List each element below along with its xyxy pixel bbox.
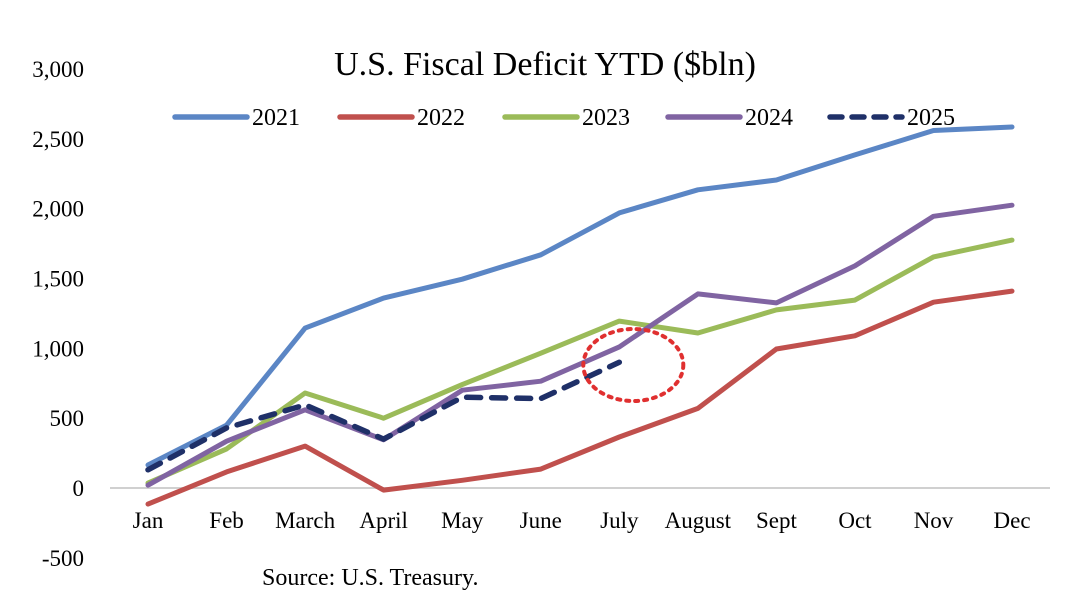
x-tick-label: Jan bbox=[133, 508, 164, 533]
legend-label: 2022 bbox=[417, 105, 465, 131]
legend-label: 2025 bbox=[907, 105, 955, 131]
x-axis: Jan Feb March April May June July August Sept Oct… bbox=[133, 508, 1031, 533]
chart-title: U.S. Fiscal Deficit YTD ($bln) bbox=[334, 46, 756, 83]
x-tick-label: Sept bbox=[756, 508, 798, 533]
x-tick-label: August bbox=[665, 508, 732, 533]
x-tick-label: May bbox=[441, 508, 484, 533]
y-tick-label: 0 bbox=[73, 476, 85, 501]
legend-item-2021: 2021 bbox=[172, 105, 300, 131]
y-tick-label: -500 bbox=[42, 546, 84, 571]
legend-item-2024: 2024 bbox=[665, 105, 793, 131]
y-tick-label: 2,000 bbox=[32, 197, 84, 222]
x-tick-label: April bbox=[359, 508, 408, 533]
legend-item-2023: 2023 bbox=[502, 105, 630, 131]
x-tick-label: Feb bbox=[209, 508, 244, 533]
x-tick-label: Nov bbox=[914, 508, 954, 533]
x-tick-label: July bbox=[600, 508, 639, 533]
legend-label: 2021 bbox=[252, 105, 300, 131]
x-tick-label: Oct bbox=[838, 508, 872, 533]
series-lines bbox=[145, 124, 1015, 507]
x-tick-label: March bbox=[275, 508, 336, 533]
source-note: Source: U.S. Treasury. bbox=[262, 565, 478, 591]
legend-label: 2023 bbox=[582, 105, 630, 131]
y-tick-label: 3,000 bbox=[32, 57, 84, 82]
legend: 2021 2022 2023 2024 2025 bbox=[172, 105, 955, 131]
x-tick-label: Dec bbox=[994, 508, 1031, 533]
series-line-2023 bbox=[145, 237, 1015, 486]
x-tick-label: June bbox=[520, 508, 562, 533]
y-tick-label: 2,500 bbox=[32, 127, 84, 152]
series-line-2022 bbox=[145, 288, 1015, 507]
y-tick-label: 500 bbox=[50, 406, 85, 431]
series-line-2024 bbox=[145, 202, 1015, 488]
y-tick-label: 1,000 bbox=[32, 336, 84, 361]
highlight-circle bbox=[581, 327, 686, 403]
legend-item-2022: 2022 bbox=[337, 105, 465, 131]
annotations bbox=[581, 327, 686, 403]
legend-item-2025: 2025 bbox=[827, 105, 955, 131]
y-tick-label: 1,500 bbox=[32, 267, 84, 292]
legend-label: 2024 bbox=[745, 105, 793, 131]
y-axis: 3,000 2,500 2,000 1,500 1,000 500 0 -500 bbox=[32, 57, 84, 571]
series-line-2021 bbox=[145, 124, 1015, 468]
